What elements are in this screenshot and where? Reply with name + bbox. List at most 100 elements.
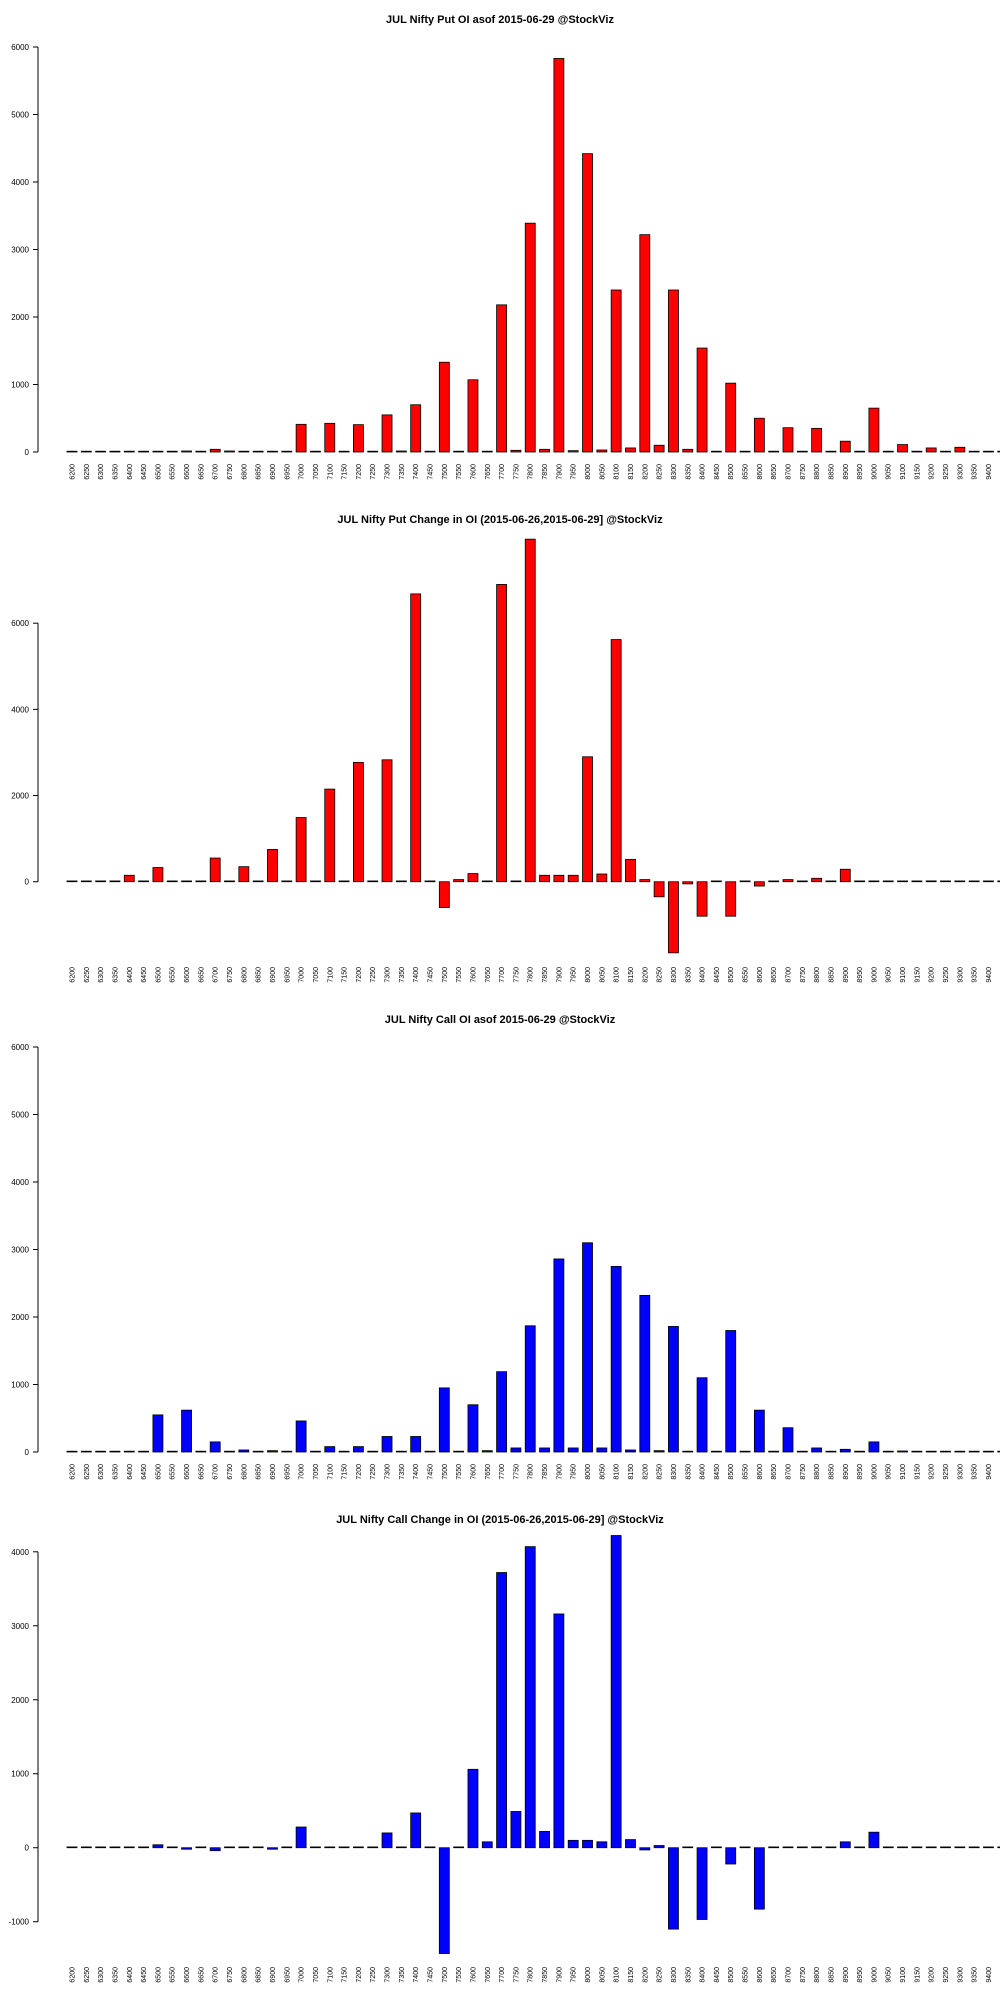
x-tick-label: 7700 — [499, 1967, 506, 1983]
x-tick-label: 8700 — [786, 967, 793, 983]
x-tick-label: 8600 — [757, 464, 764, 480]
x-tick-label: 7150 — [342, 1464, 349, 1480]
bar-8900 — [839, 1841, 851, 1849]
bar-8600 — [753, 881, 765, 887]
bar-6250 — [80, 1846, 92, 1849]
bar-7900 — [553, 1613, 565, 1849]
x-tick-label: 6450 — [141, 464, 148, 480]
call-change-oi-chart: JUL Nifty Call Change in OI (2015-06-26,… — [0, 1500, 1000, 2000]
x-tick-label: 7450 — [428, 967, 435, 983]
bar-6200 — [66, 1450, 78, 1453]
x-tick-label: 8850 — [828, 1464, 835, 1480]
x-tick-label: 9350 — [972, 967, 979, 983]
bar-8850 — [825, 1450, 837, 1453]
x-tick-label: 6850 — [256, 967, 263, 983]
chart-title: JUL Nifty Put OI asof 2015-06-29 @StockV… — [386, 14, 614, 26]
bar-7850 — [539, 874, 550, 883]
x-tick-label: 6750 — [227, 464, 234, 480]
x-tick-label: 6650 — [198, 1967, 205, 1983]
x-tick-label: 7000 — [299, 1967, 306, 1983]
x-tick-label: 8250 — [657, 1967, 664, 1983]
x-tick-label: 6350 — [112, 464, 119, 480]
x-tick-label: 7500 — [442, 967, 449, 983]
x-tick-label: 8250 — [657, 464, 664, 480]
x-tick-label: 8350 — [685, 464, 692, 480]
x-tick-label: 9200 — [929, 967, 936, 983]
bar-6400 — [123, 874, 135, 883]
bar-7550 — [453, 450, 465, 453]
bar-8500 — [725, 1330, 737, 1453]
x-tick-label: 8300 — [671, 464, 678, 480]
bar-8650 — [768, 1450, 780, 1453]
x-tick-label: 6800 — [241, 967, 248, 983]
bar-6700 — [209, 857, 221, 883]
bar-7850 — [539, 1831, 550, 1849]
x-tick-label: 9100 — [900, 1967, 907, 1983]
x-tick-label: 7300 — [385, 1967, 392, 1983]
x-tick-label: 6550 — [170, 1464, 177, 1480]
bar-7150 — [338, 1450, 350, 1453]
call-oi-chart: JUL Nifty Call OI asof 2015-06-29 @Stock… — [0, 1000, 1000, 1500]
bar-7750 — [510, 1447, 522, 1453]
x-tick-label: 9250 — [943, 967, 950, 983]
bar-7450 — [424, 450, 436, 453]
bar-8750 — [796, 880, 808, 883]
x-tick-label: 6200 — [70, 1967, 77, 1983]
bar-7650 — [481, 880, 493, 883]
x-tick-label: 6350 — [112, 1464, 119, 1480]
x-tick-label: 8350 — [685, 1967, 692, 1983]
bar-7500 — [438, 361, 450, 453]
bar-6500 — [152, 1844, 164, 1849]
bar-6400 — [123, 1846, 135, 1849]
bar-6950 — [281, 450, 293, 453]
bar-6850 — [252, 450, 264, 453]
x-tick-label: 9100 — [900, 1464, 907, 1480]
x-tick-label: 8300 — [671, 967, 678, 983]
bar-7600 — [467, 379, 479, 453]
x-tick-label: 8600 — [757, 967, 764, 983]
x-tick-label: 8650 — [771, 464, 778, 480]
bar-6500 — [152, 450, 164, 453]
x-tick-label: 9000 — [871, 464, 878, 480]
x-tick-label: 8300 — [671, 1464, 678, 1480]
x-tick-label: 9350 — [972, 1464, 979, 1480]
bar-8150 — [625, 858, 636, 883]
x-tick-label: 7400 — [413, 1464, 420, 1480]
bar-9300 — [954, 446, 966, 453]
x-tick-label: 7100 — [327, 1967, 334, 1983]
bar-7400 — [410, 1812, 422, 1849]
bar-9250 — [940, 880, 951, 883]
x-tick-label: 9400 — [986, 967, 993, 983]
x-tick-label: 7550 — [456, 967, 463, 983]
bar-7800 — [524, 1325, 536, 1453]
bar-8450 — [711, 450, 722, 453]
bar-6650 — [195, 1846, 207, 1849]
x-tick-label: 6400 — [127, 1967, 134, 1983]
bar-8000 — [582, 153, 593, 453]
bar-8650 — [768, 1846, 780, 1849]
bar-6350 — [109, 880, 121, 883]
bar-7400 — [410, 593, 422, 883]
bar-7000 — [295, 423, 307, 453]
x-tick-label: 7500 — [442, 464, 449, 480]
x-tick-label: 6700 — [213, 967, 220, 983]
bar-7850 — [539, 448, 550, 453]
bar-6900 — [267, 849, 278, 883]
x-tick-label: 9000 — [871, 1967, 878, 1983]
x-tick-label: 8400 — [700, 1464, 707, 1480]
bar-8950 — [854, 1450, 865, 1453]
bar-8350 — [682, 1450, 694, 1453]
x-tick-label: 6200 — [70, 464, 77, 480]
bar-6800 — [238, 866, 250, 883]
bar-6600 — [181, 1409, 192, 1453]
bar-6350 — [109, 1450, 121, 1453]
x-tick-label: 8150 — [628, 967, 635, 983]
x-tick-label: 6950 — [284, 1967, 291, 1983]
x-tick-label: 7900 — [556, 1967, 563, 1983]
x-tick-label: 7950 — [571, 464, 578, 480]
bar-7450 — [424, 1846, 436, 1849]
bar-7000 — [295, 1420, 307, 1453]
x-tick-label: 9050 — [886, 464, 893, 480]
y-tick-label: 0 — [25, 878, 30, 887]
bar-9000 — [868, 1441, 880, 1453]
